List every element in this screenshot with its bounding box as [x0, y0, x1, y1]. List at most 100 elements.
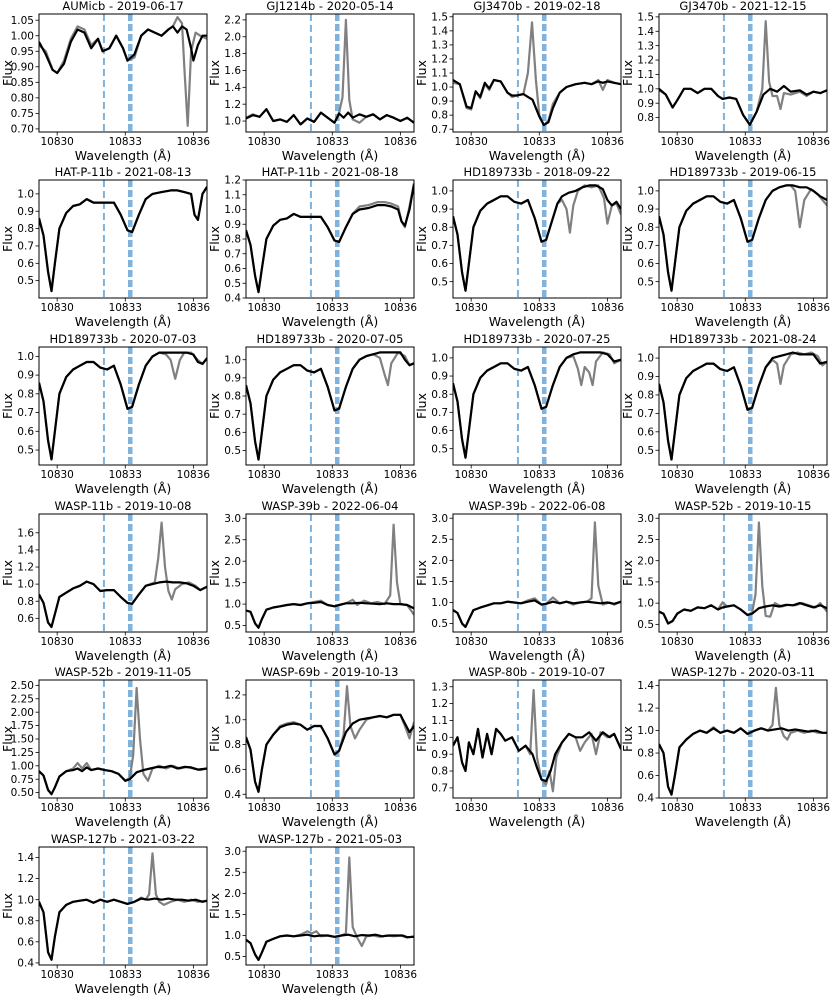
x-tick-label: 10836 [384, 802, 418, 814]
y-tick-label: 1.0 [637, 185, 654, 197]
panel-title: GJ1214b - 2020-05-14 [266, 0, 393, 13]
y-axis-label: Flux [207, 560, 222, 586]
x-tick-label: 10830 [660, 802, 693, 814]
y-tick-label: 0.9 [431, 96, 448, 108]
y-tick-label: 0.70 [11, 123, 34, 135]
plot-frame [452, 179, 622, 299]
y-tick-label: 1.0 [431, 732, 448, 744]
y-tick-label: 1.0 [431, 597, 448, 609]
y-tick-label: 0.4 [637, 793, 654, 805]
spectrum-panel-2: GJ1214b - 2020-05-14 1.0 1.2 1.4 1.6 1.8 2.0 2.… [207, 0, 418, 163]
y-tick-label: 0.6 [431, 258, 448, 270]
observed-spectrum-line [453, 184, 621, 292]
y-tick-label: 1.0 [17, 351, 34, 363]
x-tick-label: 10833 [729, 136, 762, 148]
x-tick-label: 10833 [316, 802, 349, 814]
x-tick-label: 10833 [523, 636, 556, 648]
panel-title: HD189733b - 2020-07-25 [464, 332, 611, 346]
model-spectrum-line [659, 601, 827, 625]
spectrum-panel-15: WASP-39b - 2022-06-08 0.5 1.0 1.5 2.0 2.5 3.0 1… [414, 499, 625, 663]
y-axis-label: Flux [414, 560, 429, 586]
x-tick-label: 10830 [40, 136, 73, 148]
y-axis-label: Flux [620, 726, 635, 752]
model-spectrum-line [453, 78, 621, 127]
x-axis-label: Wavelength (Å) [75, 481, 171, 496]
panel-title: WASP-39b - 2022-06-08 [469, 499, 606, 513]
observed-spectrum-line [659, 184, 827, 292]
spectrum-panel-21: WASP-127b - 2021-03-22 0.4 0.6 0.8 1.0 1.2 1.4… [0, 832, 210, 996]
spectrum-panel-11: HD189733b - 2020-07-25 0.5 0.6 0.7 0.8 0.9 1.0… [414, 332, 625, 496]
y-tick-label: 1.5 [637, 11, 654, 23]
x-tick-label: 10830 [454, 469, 487, 481]
y-tick-label: 1.1 [637, 69, 654, 81]
y-tick-label: 0.9 [637, 204, 654, 216]
y-tick-label: 0.75 [11, 108, 34, 120]
x-tick-label: 10833 [109, 802, 142, 814]
x-tick-label: 10833 [316, 469, 349, 481]
y-tick-label: 1.0 [17, 188, 34, 200]
panel-title: HAT-P-11b - 2021-08-18 [262, 165, 399, 179]
y-tick-label: 0.6 [637, 426, 654, 438]
y-tick-label: 0.8 [637, 112, 654, 124]
y-tick-label: 0.6 [637, 770, 654, 782]
y-tick-label: 1.1 [431, 715, 448, 727]
y-tick-label: 0.9 [224, 219, 241, 231]
x-tick-label: 10830 [40, 469, 73, 481]
observed-spectrum-line [246, 182, 414, 294]
y-axis-label: Flux [620, 560, 635, 586]
spectrum-panel-16: WASP-52b - 2019-10-15 0.5 1.0 1.5 2.0 2.5 3.0 1… [620, 499, 830, 663]
y-tick-label: 0.6 [224, 764, 241, 776]
y-tick-label: 1.25 [11, 747, 34, 759]
y-tick-label: 0.7 [431, 240, 448, 252]
x-axis-label: Wavelength (Å) [282, 148, 378, 163]
y-tick-label: 0.5 [224, 951, 241, 963]
y-tick-label: 1.75 [11, 720, 34, 732]
x-tick-label: 10830 [247, 136, 280, 148]
x-tick-label: 10830 [40, 302, 73, 314]
x-tick-label: 10836 [384, 302, 418, 314]
x-tick-label: 10830 [247, 969, 280, 981]
y-tick-label: 1.2 [431, 54, 448, 66]
model-spectrum-line [246, 351, 414, 461]
plot-frame [245, 679, 415, 799]
x-axis-label: Wavelength (Å) [695, 314, 791, 329]
spectrum-panel-8: HD189733b - 2019-06-15 0.5 0.6 0.7 0.8 0.9 1.0… [620, 165, 830, 329]
x-tick-label: 10836 [591, 636, 625, 648]
y-tick-label: 2.2 [224, 15, 241, 27]
x-axis-label: Wavelength (Å) [489, 814, 585, 829]
y-tick-label: 0.6 [17, 936, 34, 948]
x-axis-label: Wavelength (Å) [489, 314, 585, 329]
plot-frame [452, 13, 622, 133]
x-tick-label: 10833 [523, 802, 556, 814]
y-tick-label: 1.0 [224, 116, 241, 128]
x-axis-label: Wavelength (Å) [75, 814, 171, 829]
y-tick-label: 3.0 [637, 513, 654, 525]
x-tick-label: 10833 [523, 136, 556, 148]
x-tick-label: 10836 [797, 636, 830, 648]
y-tick-label: 2.00 [11, 707, 34, 719]
x-tick-label: 10836 [591, 469, 625, 481]
x-axis-label: Wavelength (Å) [282, 981, 378, 996]
y-tick-label: 0.5 [431, 618, 448, 630]
y-tick-label: 2.5 [637, 534, 654, 546]
x-tick-label: 10836 [177, 302, 211, 314]
x-tick-label: 10830 [454, 802, 487, 814]
x-tick-label: 10833 [109, 969, 142, 981]
y-tick-label: 0.85 [11, 77, 34, 89]
x-tick-label: 10833 [523, 469, 556, 481]
x-axis-label: Wavelength (Å) [282, 814, 378, 829]
x-tick-label: 10836 [797, 136, 830, 148]
model-spectrum-line [39, 25, 207, 75]
x-axis-label: Wavelength (Å) [75, 148, 171, 163]
plot-frame [658, 346, 828, 466]
y-tick-label: 2.25 [11, 693, 34, 705]
panel-title: HD189733b - 2020-07-05 [257, 332, 404, 346]
y-axis-label: Flux [620, 60, 635, 86]
observed-spectrum-line [453, 521, 621, 629]
y-tick-label: 1.0 [431, 352, 448, 364]
x-axis-label: Wavelength (Å) [282, 481, 378, 496]
y-tick-label: 0.5 [637, 445, 654, 457]
y-tick-label: 1.3 [431, 681, 448, 693]
x-tick-label: 10830 [454, 136, 487, 148]
x-tick-label: 10836 [384, 136, 418, 148]
